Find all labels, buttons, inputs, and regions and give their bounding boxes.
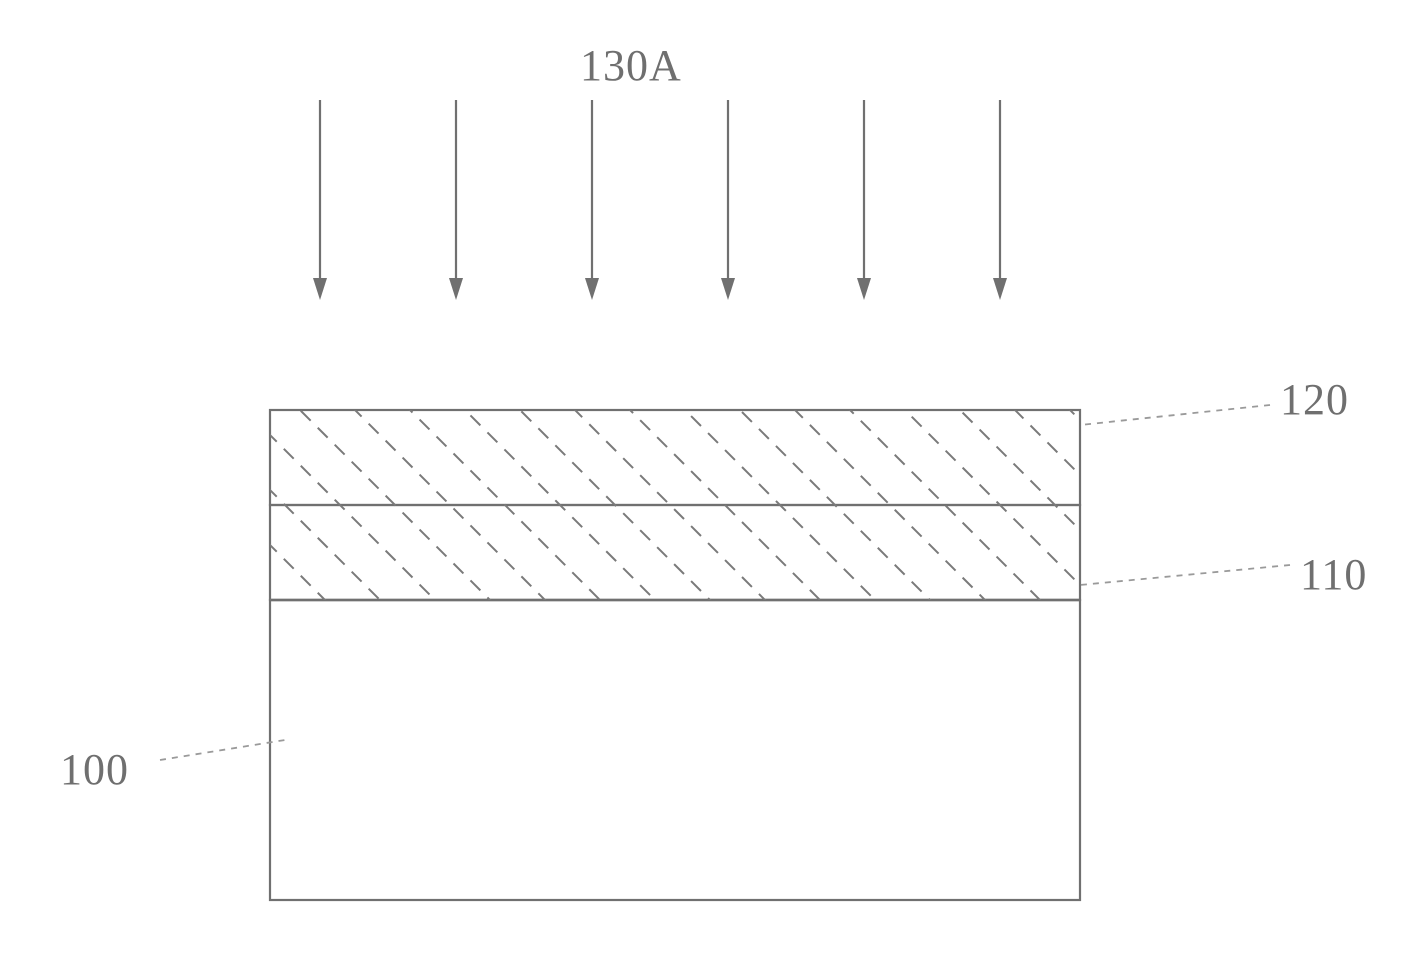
label-110: 110 (1300, 549, 1367, 600)
label-120: 120 (1280, 374, 1349, 425)
figure-svg (0, 0, 1421, 953)
figure-stage: 130A 120 110 100 (0, 0, 1421, 953)
label-100: 100 (60, 744, 129, 795)
label-130a: 130A (580, 40, 682, 91)
